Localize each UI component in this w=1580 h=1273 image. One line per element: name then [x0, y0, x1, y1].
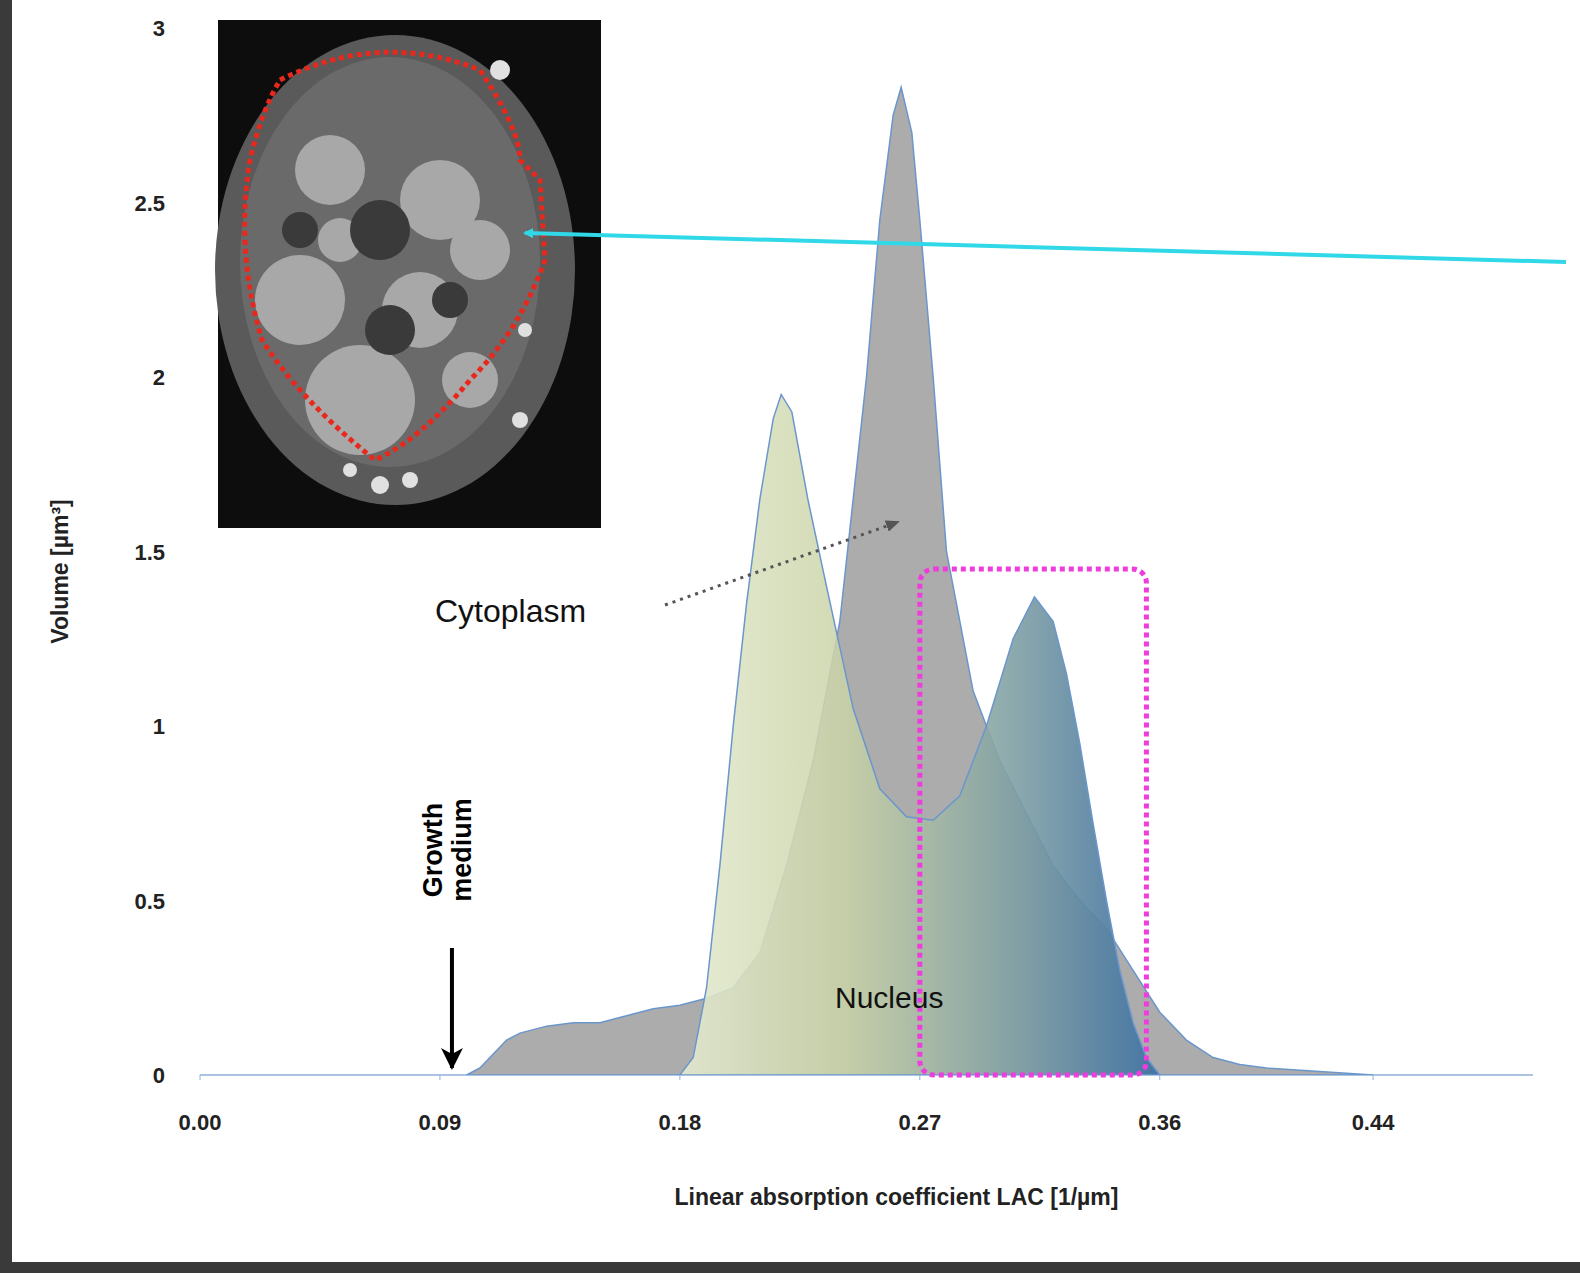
- x-tick-label: 0.09: [419, 1110, 462, 1135]
- highlight-box: [920, 569, 1147, 1075]
- x-tick: [1373, 1075, 1374, 1080]
- x-tick: [200, 1075, 201, 1080]
- y-tick: [196, 900, 200, 901]
- x-tick-label: 0.18: [658, 1110, 701, 1135]
- y-tick: [196, 202, 200, 203]
- annotation: Nucleus: [835, 981, 943, 1014]
- leader: [665, 522, 898, 605]
- annotation: Growthmedium: [418, 798, 477, 902]
- inset-image: [215, 20, 601, 528]
- background: [12, 0, 1580, 1262]
- annotation-line: Growth: [418, 803, 448, 898]
- area-series: [680, 394, 1160, 1075]
- y-tick-label: 0: [153, 1063, 165, 1088]
- x-tick-label: 0.36: [1138, 1110, 1181, 1135]
- y-tick: [196, 377, 200, 378]
- x-tick: [439, 1075, 440, 1080]
- y-tick: [196, 28, 200, 29]
- annotation-line: medium: [447, 798, 477, 902]
- x-tick: [1159, 1075, 1160, 1080]
- x-tick-label: 0.44: [1352, 1110, 1396, 1135]
- arrow: [450, 948, 454, 1068]
- y-tick-label: 1.5: [134, 540, 165, 565]
- y-axis-title: Volume [µm³]: [47, 499, 73, 643]
- y-tick-label: 0.5: [134, 889, 165, 914]
- chart: 0 0.5 1 1.5 2 2.5 3 0.00 0.09 0.18 0.27 0.36 0.44 Lin…: [0, 0, 1580, 1273]
- x-tick-label: 0.27: [898, 1110, 941, 1135]
- y-tick-label: 2.5: [134, 191, 165, 216]
- annotation: Cytoplasm: [435, 593, 586, 629]
- arrow: [525, 233, 1566, 262]
- y-tick: [196, 726, 200, 727]
- x-tick: [679, 1075, 680, 1080]
- x-axis-title: Linear absorption coefficient LAC [1/µm]: [675, 1184, 1119, 1210]
- y-tick: [196, 1075, 200, 1076]
- x-tick-label: 0.00: [179, 1110, 222, 1135]
- x-tick: [919, 1075, 920, 1080]
- y-tick-label: 1: [153, 714, 165, 739]
- y-tick-label: 3: [153, 16, 165, 41]
- y-tick-label: 2: [153, 365, 165, 390]
- y-tick: [196, 551, 200, 552]
